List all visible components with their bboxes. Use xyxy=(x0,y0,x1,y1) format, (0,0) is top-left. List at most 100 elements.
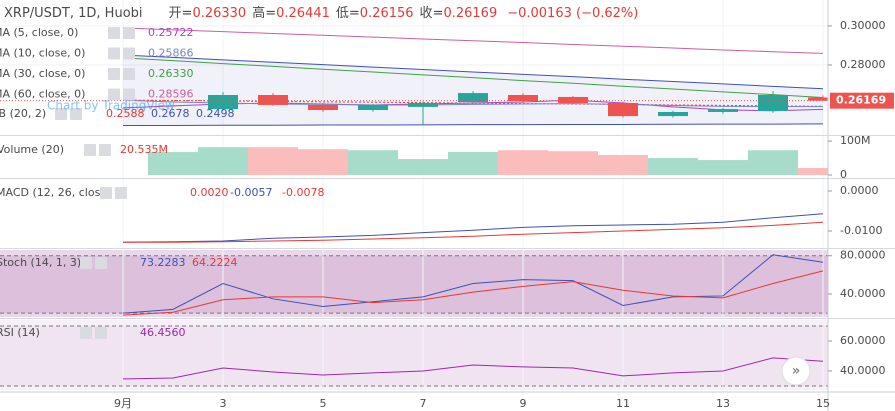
volume-bar xyxy=(548,151,598,175)
legend-value: 0.25722 xyxy=(148,26,194,39)
x-tick-label: 3 xyxy=(220,397,227,410)
header: XRP/USDT, 1D, Huobi 开=0.26330 高=0.26441 低=0… xyxy=(4,5,638,21)
legend-icon[interactable] xyxy=(123,68,135,80)
ohlc-value: 0.26169 xyxy=(443,6,497,21)
pane-name: Volume (20) xyxy=(0,143,64,156)
ohlc-value: 0.26330 xyxy=(192,6,246,21)
indicator-line xyxy=(122,27,824,54)
indicator-line xyxy=(122,213,824,243)
legend-value: 20.535M xyxy=(120,143,168,156)
candle-body xyxy=(758,95,788,112)
legend-value: -0.0057 xyxy=(230,186,272,199)
legend-icon[interactable] xyxy=(115,187,127,199)
legend-value: 0.2678 xyxy=(151,107,190,120)
ohlc-key: 收= xyxy=(420,6,444,21)
legend-icon[interactable] xyxy=(84,144,96,156)
y-tick-label: 0.28000 xyxy=(840,58,886,71)
candle-body xyxy=(258,95,288,105)
x-tick-label: 9月 xyxy=(114,397,132,410)
legend-icon[interactable] xyxy=(99,144,111,156)
scroll-icon[interactable]: » xyxy=(792,363,801,379)
indicator-line xyxy=(122,357,824,380)
legend-icon[interactable] xyxy=(95,257,107,269)
volume-bar xyxy=(248,147,298,175)
legend-icon[interactable] xyxy=(80,257,92,269)
last-price-box xyxy=(830,92,894,109)
legend-value: -0.0078 xyxy=(282,186,324,199)
indicator-line xyxy=(122,99,824,107)
legend-icon[interactable] xyxy=(70,108,82,120)
legend-icon[interactable] xyxy=(123,47,135,60)
volume-bar xyxy=(698,160,748,175)
legend-name: MA (60, close, 0) xyxy=(0,88,85,101)
candle-body xyxy=(508,95,538,102)
panes xyxy=(0,0,828,392)
x-tick-label: 15 xyxy=(816,397,830,410)
y-tick-label: 40.0000 xyxy=(840,287,886,300)
legend-value: 0.25866 xyxy=(148,47,194,60)
ohlc-key: 高= xyxy=(252,5,276,21)
indicator-line xyxy=(122,57,824,99)
ohlc-key: 开= xyxy=(169,6,193,21)
y-tick-label: 40.0000 xyxy=(840,364,886,377)
candle-body xyxy=(558,96,588,104)
candle-body xyxy=(808,97,828,101)
legend-icon[interactable] xyxy=(108,88,120,101)
indicator-line xyxy=(122,54,824,90)
legend-icon[interactable] xyxy=(108,47,120,60)
volume-bar xyxy=(348,150,398,175)
legend-icon[interactable] xyxy=(123,27,135,39)
legend-icon[interactable] xyxy=(80,327,92,339)
volume-bar xyxy=(598,154,648,175)
y-tick-label: -0.0100 xyxy=(840,224,882,237)
x-tick-label: 5 xyxy=(320,397,327,410)
candle-body xyxy=(658,111,688,117)
ohlc-value: 0.26441 xyxy=(276,6,330,21)
legend-icon[interactable] xyxy=(95,327,107,339)
candle-body xyxy=(608,103,638,117)
legend-name: MA (5, close, 0) xyxy=(0,26,78,39)
candle-body xyxy=(708,109,738,112)
x-tick-label: 11 xyxy=(616,397,630,410)
volume-bar xyxy=(748,150,798,175)
band-fill xyxy=(0,325,828,386)
x-tick-label: 7 xyxy=(420,397,427,410)
y-tick-label: 60.0000 xyxy=(840,334,886,347)
legend-value: 0.0020 xyxy=(190,186,229,199)
legend-value: 73.2283 xyxy=(140,256,186,269)
change: −0.00163 (−0.62%) xyxy=(507,6,638,21)
candle-body xyxy=(358,104,388,111)
candle-body xyxy=(208,95,238,110)
legend-icon[interactable] xyxy=(55,108,67,120)
y-tick-label: 0.30000 xyxy=(840,19,886,32)
volume-bar xyxy=(148,152,198,175)
ohlc-value: 0.26156 xyxy=(360,6,414,21)
legend-value: 0.26330 xyxy=(148,67,194,80)
legend-value: 64.2224 xyxy=(192,256,238,269)
pane-name: Stoch (14, 1, 3) xyxy=(0,256,81,269)
y-tick-label: 0.0000 xyxy=(840,184,879,197)
legend-value: 0.2498 xyxy=(196,107,235,120)
volume-bar xyxy=(398,159,448,175)
y-tick-label: 100M xyxy=(840,134,871,147)
symbol: XRP/USDT, 1D, Huobi xyxy=(4,6,143,21)
candle-body xyxy=(308,104,338,111)
legend-icon[interactable] xyxy=(123,88,135,101)
legend-value: 0.2588 xyxy=(106,107,145,120)
y-tick-label: 0 xyxy=(840,168,847,181)
legend-icon[interactable] xyxy=(108,27,120,39)
legend-value: 46.4560 xyxy=(140,326,186,339)
legend-icon[interactable] xyxy=(108,68,120,80)
legend-name: MA (30, close, 0) xyxy=(0,67,85,80)
candle-body xyxy=(458,93,488,103)
indicator-line xyxy=(123,123,824,126)
candle-body xyxy=(408,103,438,107)
y-tick-label: 80.0000 xyxy=(840,249,886,262)
overlay: MA (5, close, 0) 0.25722 MA (10, close, 0)… xyxy=(0,5,638,339)
legend-icon[interactable] xyxy=(100,187,112,199)
scroll-button[interactable] xyxy=(781,356,811,386)
indicator-line xyxy=(122,270,824,316)
legend-value: 0.28596 xyxy=(148,88,194,101)
pane-name: MACD (12, 26, close, 9) xyxy=(0,186,125,199)
